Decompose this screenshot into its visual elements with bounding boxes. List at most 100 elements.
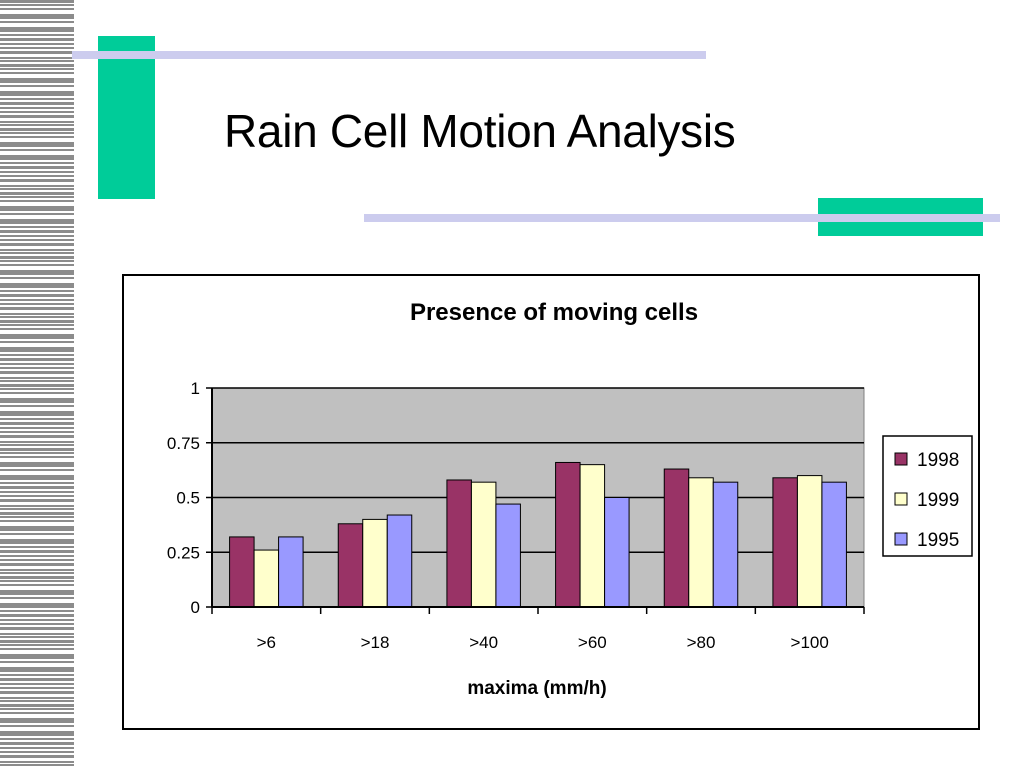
stripe-line (0, 456, 74, 458)
stripe-line (0, 98, 74, 100)
stripe-line (0, 401, 74, 403)
y-tick-label: 1 (191, 379, 200, 398)
stripe-line (0, 738, 74, 740)
stripe-line (0, 226, 74, 228)
stripe-line (0, 610, 74, 612)
stripe-line (0, 512, 74, 515)
stripe-line (0, 411, 74, 414)
stripe-line (0, 68, 74, 70)
stripe-line (0, 657, 74, 659)
stripe-line (0, 213, 74, 215)
stripe-line (0, 559, 74, 561)
stripe-line (0, 761, 74, 763)
stripe-line (0, 392, 74, 394)
stripe-line (0, 273, 74, 275)
bar (229, 536, 255, 608)
stripe-line (0, 324, 74, 326)
stripe-line (0, 358, 74, 361)
stripe-line (0, 388, 74, 390)
stripe-line (0, 593, 74, 595)
stripe-line (0, 414, 74, 416)
stripe-line (0, 546, 74, 548)
stripe-line (0, 384, 74, 387)
stripe-line (0, 614, 74, 617)
stripe-line (0, 520, 74, 522)
stripe-line (0, 206, 74, 209)
x-tick-label: >60 (578, 633, 607, 652)
stripe-line (0, 667, 74, 670)
y-tick-label: 0.75 (167, 434, 200, 453)
stripe-line (0, 256, 74, 259)
stripe-line (0, 34, 74, 36)
stripe-line (0, 192, 74, 195)
y-tick-label: 0 (191, 598, 200, 617)
stripe-line (0, 243, 74, 246)
legend-swatch (894, 532, 908, 546)
stripe-line (0, 350, 74, 352)
title-decoration (72, 36, 1000, 236)
stripe-line (0, 697, 74, 699)
stripe-line (0, 209, 74, 211)
stripe-line (0, 354, 74, 356)
stripe-line (0, 142, 74, 145)
stripe-line (0, 277, 74, 279)
stripe-line (0, 377, 74, 379)
stripe-line (0, 644, 74, 646)
stripe-line (0, 508, 74, 510)
bar (470, 481, 497, 608)
stripe-line (0, 418, 74, 420)
stripe-line (0, 363, 74, 365)
stripe-line (0, 462, 74, 465)
stripe-line (0, 633, 74, 635)
left-stripe-pattern (0, 0, 74, 766)
stripe-line (0, 670, 74, 672)
stripe-line (0, 334, 74, 337)
legend-swatch (894, 492, 908, 506)
stripe-line (0, 91, 74, 94)
bar (796, 475, 823, 608)
stripe-line (0, 499, 74, 502)
stripe-line (0, 196, 74, 198)
bar-chart: Presence of moving cells maxima (mm/h) 0… (167, 299, 973, 699)
stripe-line (0, 78, 74, 81)
stripe-line (0, 654, 74, 657)
stripe-line (0, 145, 74, 147)
stripe-line (0, 623, 74, 625)
stripe-line (0, 136, 74, 138)
stripe-line (0, 422, 74, 425)
stripe-line (0, 367, 74, 369)
stripe-line (0, 347, 74, 350)
stripe-line (0, 606, 74, 608)
stripe-line (0, 542, 74, 544)
stripe-line (0, 21, 74, 23)
stripe-line (0, 222, 74, 224)
stripe-line (0, 124, 74, 126)
stripe-line (0, 4, 74, 6)
lavender-top-line (72, 51, 706, 59)
stripe-line (0, 286, 74, 288)
stripe-line (0, 320, 74, 323)
stripe-line (0, 219, 74, 222)
stripe-line (0, 526, 74, 529)
bar (688, 477, 714, 608)
stripe-line (0, 239, 74, 241)
stripe-line (0, 712, 74, 714)
stripe-line (0, 81, 74, 83)
stripe-line (0, 155, 74, 158)
stripe-line (0, 64, 74, 67)
x-tick-label: >40 (469, 633, 498, 652)
stripe-line (0, 303, 74, 305)
stripe-line (0, 341, 74, 343)
bar (579, 464, 606, 608)
stripe-line (0, 8, 74, 10)
stripe-line (0, 590, 74, 593)
stripe-line (0, 563, 74, 566)
stripe-line (0, 687, 74, 689)
x-axis-label: maxima (mm/h) (467, 678, 606, 699)
stripe-line (0, 270, 74, 273)
bar (253, 549, 280, 608)
stripe-line (0, 505, 74, 507)
stripe-line (0, 584, 74, 586)
bar (821, 481, 847, 608)
